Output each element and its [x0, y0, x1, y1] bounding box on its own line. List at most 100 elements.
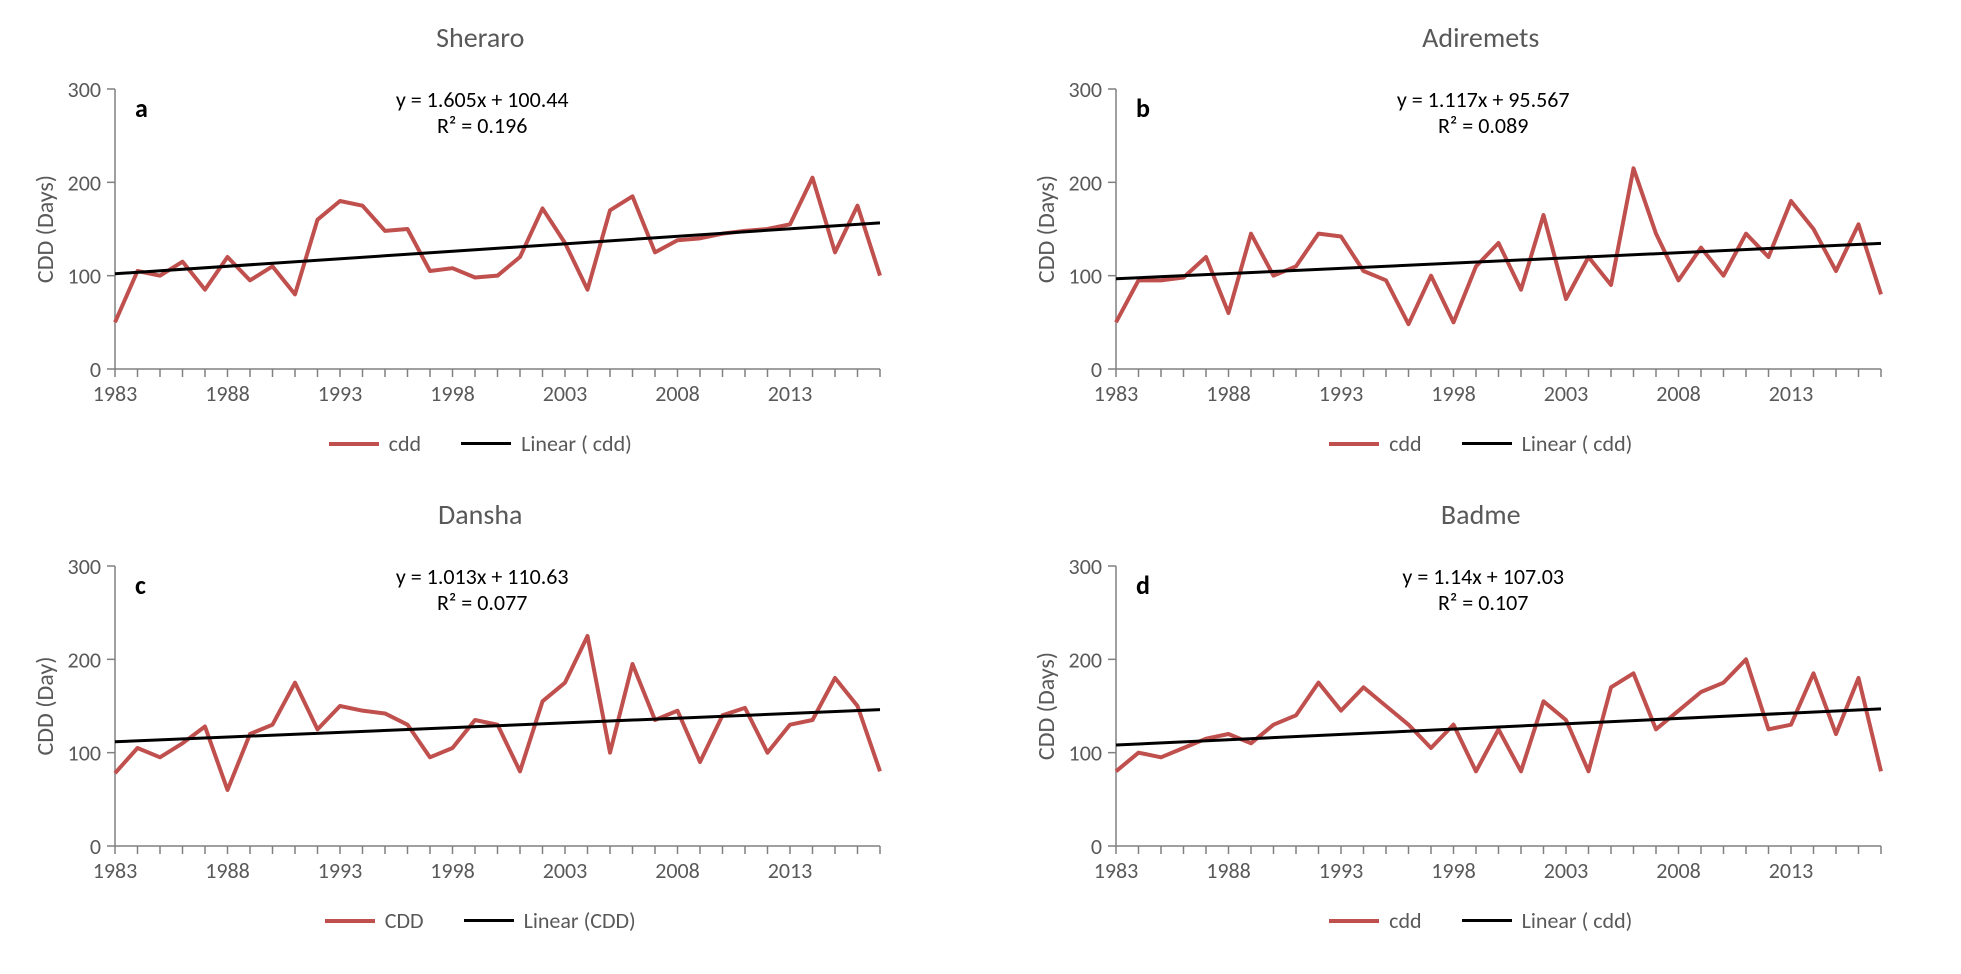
x-tick-label: 2003	[543, 380, 588, 407]
x-tick-label: 1983	[1093, 380, 1138, 407]
y-tick-label: 200	[1068, 169, 1101, 196]
legend: cdd Linear ( cdd)	[1021, 430, 1942, 457]
x-tick-label: 1988	[1206, 857, 1251, 884]
y-tick-label: 100	[68, 263, 101, 290]
legend-label-series: cdd	[389, 430, 421, 457]
x-tick-label: 2008	[1656, 857, 1701, 884]
trend-line	[115, 223, 880, 274]
x-tick-label: 1998	[430, 380, 475, 407]
y-axis-label: CDD (Days)	[31, 175, 60, 283]
chart-panel-c: Dansha0100200300198319881993199820032008…	[20, 497, 941, 934]
regression-equation: y = 1.14x + 107.03	[1402, 563, 1564, 590]
legend-item-trend: Linear ( cdd)	[461, 430, 632, 457]
y-tick-label: 300	[1068, 553, 1101, 580]
x-tick-label: 1993	[318, 857, 363, 884]
x-tick-label: 1983	[1093, 857, 1138, 884]
legend: CDD Linear (CDD)	[20, 907, 941, 934]
panel-letter: a	[135, 92, 148, 124]
x-tick-label: 1993	[318, 380, 363, 407]
chart-panel-a: Sheraro 0 100 200 300 1983 1988 1993 1998 2003 200…	[20, 20, 941, 457]
legend: cdd Linear ( cdd)	[1021, 907, 1942, 934]
legend-label-series: cdd	[1389, 430, 1421, 457]
y-tick-label: 0	[1090, 833, 1101, 860]
legend-swatch-trend	[461, 442, 511, 445]
x-tick-label: 2008	[655, 857, 700, 884]
legend-swatch-trend	[1462, 919, 1512, 922]
legend-label-trend: Linear (CDD)	[524, 907, 636, 934]
y-tick-label: 0	[1090, 356, 1101, 383]
legend-label-trend: Linear ( cdd)	[521, 430, 632, 457]
x-tick-label: 1993	[1318, 380, 1363, 407]
legend-item-series: CDD	[325, 907, 424, 934]
y-tick-label: 300	[68, 553, 101, 580]
chart-title: Badme	[1021, 497, 1942, 532]
x-tick-label: 2003	[1543, 857, 1588, 884]
chart-svg: 01002003001983198819931998200320082013CD…	[20, 536, 900, 896]
r-squared: R² = 0.089	[1437, 112, 1527, 139]
legend-swatch-series	[1329, 919, 1379, 923]
legend-label-trend: Linear ( cdd)	[1522, 907, 1633, 934]
y-tick-label: 300	[68, 76, 101, 103]
x-tick-label: 1998	[1431, 857, 1476, 884]
x-tick-label: 2013	[1768, 857, 1813, 884]
chart-title: Sheraro	[20, 20, 941, 55]
chart-svg: 0 100 200 300 1983 1988 1993 1998 2003 2008 2013 CD…	[20, 59, 900, 419]
legend: cdd Linear ( cdd)	[20, 430, 941, 457]
legend-swatch-series	[329, 442, 379, 446]
x-tick-label: 2013	[768, 857, 813, 884]
y-axis-label: CDD (Day)	[31, 657, 60, 756]
y-axis-label: CDD (Days)	[1032, 652, 1061, 760]
legend-swatch-series	[325, 919, 375, 923]
r-squared: R² = 0.077	[437, 589, 527, 616]
legend-item-series: cdd	[329, 430, 421, 457]
chart-svg: 01002003001983198819931998200320082013CD…	[1021, 536, 1901, 896]
chart-panel-d: Badme01002003001983198819931998200320082…	[1021, 497, 1942, 934]
y-tick-label: 100	[68, 740, 101, 767]
x-tick-label: 2013	[1768, 380, 1813, 407]
x-tick-label: 2003	[543, 857, 588, 884]
x-tick-label: 1988	[205, 857, 250, 884]
trend-line	[115, 710, 880, 742]
series-line	[1116, 168, 1881, 324]
x-tick-label: 2013	[768, 380, 813, 407]
chart-panel-b: Adiremets 0 100 200 300 1983 1988 1993 1998 2003 2…	[1021, 20, 1942, 457]
r-squared: R² = 0.196	[437, 112, 527, 139]
series-line	[115, 178, 880, 323]
legend-item-trend: Linear (CDD)	[464, 907, 636, 934]
legend-item-trend: Linear ( cdd)	[1462, 430, 1633, 457]
legend-label-series: CDD	[385, 907, 424, 934]
legend-item-trend: Linear ( cdd)	[1462, 907, 1633, 934]
chart-title: Adiremets	[1021, 20, 1942, 55]
x-tick-label: 2008	[655, 380, 700, 407]
y-tick-label: 200	[68, 646, 101, 673]
trend-line	[1116, 243, 1881, 278]
y-tick-label: 100	[1068, 263, 1101, 290]
legend-swatch-series	[1329, 442, 1379, 446]
legend-swatch-trend	[1462, 442, 1512, 445]
y-tick-label: 200	[68, 169, 101, 196]
y-tick-label: 100	[1068, 740, 1101, 767]
x-tick-label: 1998	[430, 857, 475, 884]
r-squared: R² = 0.107	[1437, 589, 1527, 616]
panel-letter: c	[135, 569, 146, 601]
legend-label-trend: Linear ( cdd)	[1522, 430, 1633, 457]
regression-equation: y = 1.117x + 95.567	[1396, 86, 1569, 113]
x-tick-label: 2003	[1543, 380, 1588, 407]
legend-item-series: cdd	[1329, 907, 1421, 934]
x-tick-label: 1988	[205, 380, 250, 407]
y-tick-label: 300	[1068, 76, 1101, 103]
legend-label-series: cdd	[1389, 907, 1421, 934]
y-axis-label: CDD (Days)	[1032, 175, 1061, 283]
regression-equation: y = 1.013x + 110.63	[396, 563, 569, 590]
x-tick-label: 1988	[1206, 380, 1251, 407]
panel-letter: b	[1136, 92, 1150, 124]
legend-item-series: cdd	[1329, 430, 1421, 457]
chart-title: Dansha	[20, 497, 941, 532]
panel-letter: d	[1136, 569, 1150, 601]
y-tick-label: 200	[1068, 646, 1101, 673]
x-tick-label: 2008	[1656, 380, 1701, 407]
x-tick-label: 1998	[1431, 380, 1476, 407]
regression-equation: y = 1.605x + 100.44	[396, 86, 569, 113]
x-tick-label: 1983	[93, 380, 138, 407]
y-tick-label: 0	[90, 356, 101, 383]
